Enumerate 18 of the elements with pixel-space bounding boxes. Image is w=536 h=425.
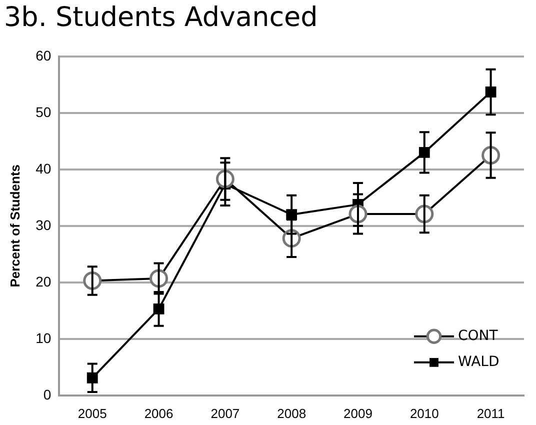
x-tick-label: 2009: [344, 406, 372, 421]
y-tick-label: 10: [36, 330, 52, 346]
x-tick-label: 2011: [476, 406, 505, 421]
legend-label: WALD: [458, 354, 500, 370]
chart-title: 3b. Students Advanced: [4, 2, 318, 33]
x-tick-label: 2006: [144, 406, 174, 421]
y-tick-label: 20: [36, 273, 52, 290]
x-tick-label: 2008: [277, 406, 306, 421]
legend-label: CONT: [458, 328, 498, 344]
y-tick-label: 40: [36, 160, 52, 176]
x-tick-label: 2005: [78, 406, 107, 421]
x-tick-label: 2007: [210, 406, 240, 421]
y-axis-title: Percent of Students: [7, 164, 22, 288]
y-tick-label: 50: [36, 104, 52, 120]
y-tick-label: 30: [36, 216, 52, 233]
y-tick-label: 0: [43, 386, 52, 402]
y-tick-label: 60: [36, 47, 52, 64]
x-tick-label: 2010: [410, 406, 439, 421]
